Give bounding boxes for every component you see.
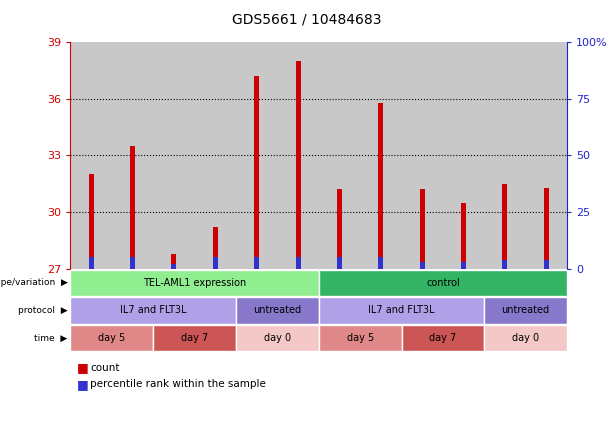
- Bar: [70, 42, 112, 269]
- Bar: [172, 264, 177, 269]
- Text: ■: ■: [77, 362, 88, 374]
- Bar: [213, 227, 218, 269]
- Bar: [526, 42, 567, 269]
- Bar: [420, 190, 425, 269]
- Text: day 5: day 5: [98, 333, 126, 343]
- Bar: [337, 190, 342, 269]
- Text: day 0: day 0: [512, 333, 539, 343]
- Bar: [544, 187, 549, 269]
- Bar: [544, 260, 549, 269]
- Bar: [254, 257, 259, 269]
- Text: day 7: day 7: [429, 333, 457, 343]
- Bar: [402, 42, 443, 269]
- Bar: [461, 262, 466, 269]
- Bar: [172, 253, 177, 269]
- Text: time  ▶: time ▶: [34, 333, 67, 343]
- Text: genotype/variation  ▶: genotype/variation ▶: [0, 278, 67, 288]
- Text: percentile rank within the sample: percentile rank within the sample: [90, 379, 266, 389]
- Bar: [254, 76, 259, 269]
- Bar: [337, 257, 342, 269]
- Bar: [295, 257, 300, 269]
- Bar: [130, 146, 135, 269]
- Text: IL7 and FLT3L: IL7 and FLT3L: [368, 305, 435, 316]
- Bar: [89, 174, 94, 269]
- Text: IL7 and FLT3L: IL7 and FLT3L: [120, 305, 186, 316]
- Bar: [277, 42, 319, 269]
- Text: protocol  ▶: protocol ▶: [18, 306, 67, 315]
- Bar: [295, 61, 300, 269]
- Bar: [420, 262, 425, 269]
- Text: day 0: day 0: [264, 333, 291, 343]
- Bar: [503, 184, 508, 269]
- Text: GDS5661 / 10484683: GDS5661 / 10484683: [232, 13, 381, 27]
- Text: TEL-AML1 expression: TEL-AML1 expression: [143, 278, 246, 288]
- Bar: [130, 257, 135, 269]
- Text: untreated: untreated: [253, 305, 302, 316]
- Bar: [112, 42, 153, 269]
- Bar: [360, 42, 402, 269]
- Bar: [195, 42, 236, 269]
- Text: untreated: untreated: [501, 305, 550, 316]
- Bar: [213, 257, 218, 269]
- Bar: [503, 260, 508, 269]
- Text: control: control: [426, 278, 460, 288]
- Bar: [443, 42, 484, 269]
- Bar: [378, 257, 383, 269]
- Text: day 7: day 7: [181, 333, 208, 343]
- Bar: [153, 42, 195, 269]
- Bar: [484, 42, 526, 269]
- Text: ■: ■: [77, 378, 88, 390]
- Text: day 5: day 5: [346, 333, 374, 343]
- Bar: [89, 257, 94, 269]
- Bar: [461, 203, 466, 269]
- Bar: [236, 42, 277, 269]
- Bar: [319, 42, 360, 269]
- Bar: [378, 103, 383, 269]
- Text: count: count: [90, 363, 120, 373]
